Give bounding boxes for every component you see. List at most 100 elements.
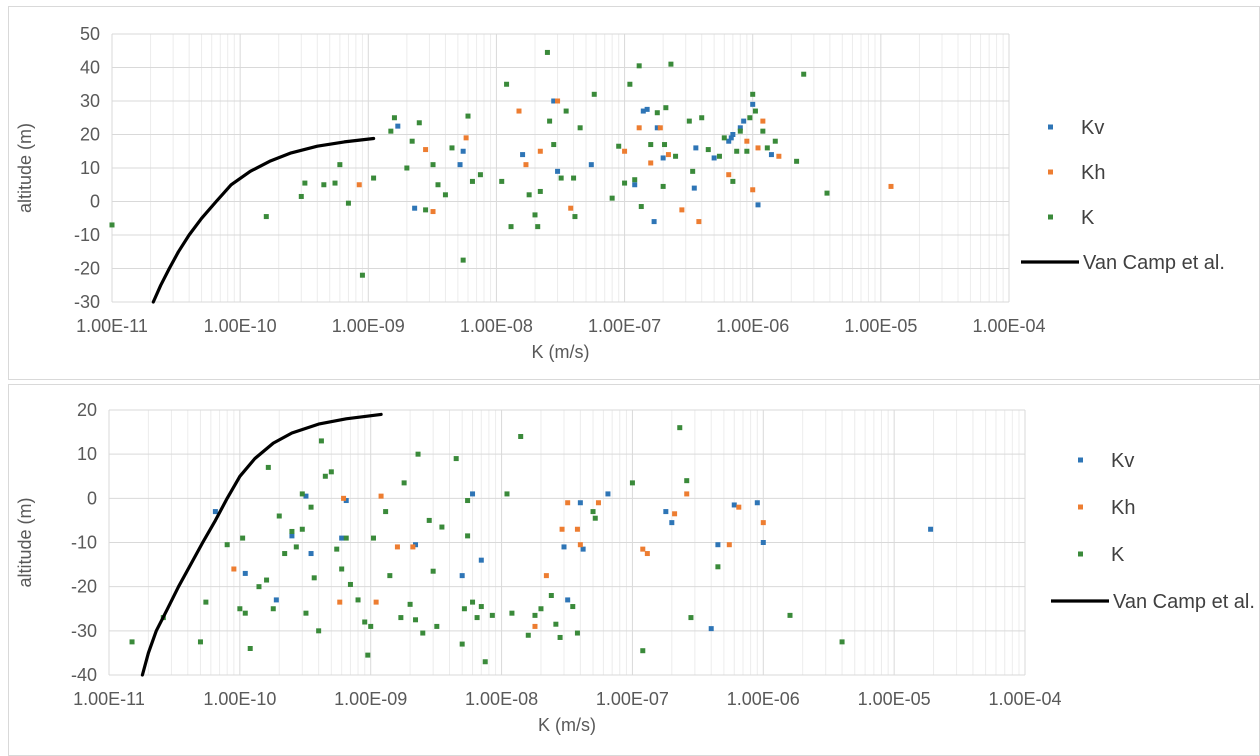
data-point-k xyxy=(423,207,429,213)
data-point-k xyxy=(629,480,635,486)
data-point-k xyxy=(318,438,324,444)
data-point-k xyxy=(355,597,361,603)
data-point-k xyxy=(744,148,750,154)
data-point-k xyxy=(577,125,583,131)
data-point-k xyxy=(760,128,766,134)
y-tick-label: -20 xyxy=(74,259,100,279)
x-tick-label: 1.00E-11 xyxy=(73,689,145,709)
data-point-kv xyxy=(754,500,760,506)
data-point-kh xyxy=(679,207,685,213)
data-point-kv xyxy=(663,509,669,515)
data-point-kv xyxy=(561,544,567,550)
data-point-kh xyxy=(595,500,601,506)
data-point-kh xyxy=(636,125,642,131)
top-chart: 50 40 30 20 10 0 -10 -20 -30 1.00E-11 1.00E-10 1.00… xyxy=(15,24,1225,362)
bottom-chart-panel: 20 10 0 -10 -20 -30 -40 1.00E-11 1.00E-10 1.00E-0… xyxy=(8,384,1260,756)
data-point-k xyxy=(339,566,345,572)
legend-label-kh: Kh xyxy=(1111,497,1135,519)
data-point-k xyxy=(558,175,564,181)
data-point-k xyxy=(465,498,471,504)
data-point-kv xyxy=(691,185,697,191)
data-point-k xyxy=(430,568,436,574)
data-point-k xyxy=(654,110,660,116)
data-point-k xyxy=(525,632,531,638)
data-point-k xyxy=(264,577,270,583)
data-point-k xyxy=(699,115,705,121)
data-point-k xyxy=(345,200,351,206)
data-point-kh xyxy=(463,135,469,141)
data-point-k xyxy=(308,504,314,510)
data-point-k xyxy=(321,182,327,188)
data-point-k xyxy=(668,61,674,67)
data-point-kv xyxy=(632,182,638,188)
data-point-kv xyxy=(565,597,571,603)
data-point-kh xyxy=(532,623,538,629)
data-point-k xyxy=(538,606,544,612)
data-point-k xyxy=(660,183,666,189)
data-point-k xyxy=(662,142,668,148)
data-point-kv xyxy=(339,535,345,541)
data-point-k xyxy=(263,214,269,220)
data-point-kh xyxy=(537,148,543,154)
data-point-k xyxy=(398,615,404,621)
data-point-kv xyxy=(640,108,646,114)
data-point-k xyxy=(439,524,445,530)
data-point-k xyxy=(409,138,415,144)
data-point-kv xyxy=(459,573,465,579)
data-point-kv xyxy=(737,125,743,131)
data-point-kv xyxy=(728,135,734,141)
y-tick-label: 10 xyxy=(77,444,97,464)
data-point-kv xyxy=(343,498,349,504)
data-point-k xyxy=(302,180,308,186)
data-point-k xyxy=(752,108,758,114)
data-point-k xyxy=(489,612,495,618)
data-point-k xyxy=(737,128,743,134)
data-point-k xyxy=(371,175,377,181)
data-point-k xyxy=(684,478,690,484)
x-tick-label: 1.00E-07 xyxy=(596,689,669,709)
y-tick-label: -30 xyxy=(71,621,97,641)
data-point-k xyxy=(224,542,230,548)
data-point-kv xyxy=(693,145,699,151)
y-axis-title: altitude (m) xyxy=(15,123,35,213)
data-point-kv xyxy=(273,597,279,603)
data-point-k xyxy=(590,509,596,515)
legend-label-van-camp: Van Camp et al. xyxy=(1083,252,1225,274)
data-point-kh xyxy=(565,500,571,506)
top-chart-panel: 50 40 30 20 10 0 -10 -20 -30 1.00E-11 1.00E-10 1.00… xyxy=(8,6,1260,380)
x-tick-label: 1.00E-09 xyxy=(332,316,405,336)
x-tick-label: 1.00E-08 xyxy=(465,689,538,709)
data-point-k xyxy=(557,634,563,640)
data-point-k xyxy=(747,115,753,121)
data-point-k xyxy=(316,628,322,634)
data-point-kv xyxy=(715,542,721,548)
data-point-kh xyxy=(696,219,702,225)
data-point-k xyxy=(532,212,538,218)
data-point-k xyxy=(553,621,559,627)
data-point-k xyxy=(544,49,550,55)
data-point-k xyxy=(370,535,376,541)
data-point-k xyxy=(435,182,441,188)
data-point-k xyxy=(574,630,580,636)
x-tick-label: 1.00E-04 xyxy=(972,316,1045,336)
y-tick-label: -10 xyxy=(74,225,100,245)
data-point-k xyxy=(640,648,646,654)
data-point-kv xyxy=(654,125,660,131)
data-point-k xyxy=(368,623,374,629)
y-tick-label: -40 xyxy=(71,665,97,685)
data-point-k xyxy=(430,162,436,168)
data-point-k xyxy=(276,513,282,519)
x-tick-label: 1.00E-07 xyxy=(588,316,661,336)
data-point-kv xyxy=(395,123,401,129)
data-point-kv xyxy=(669,520,675,526)
x-tick-label: 1.00E-04 xyxy=(988,689,1061,709)
data-point-k xyxy=(532,612,538,618)
data-point-kh xyxy=(760,520,766,526)
data-point-kh xyxy=(665,152,671,158)
data-point-kh xyxy=(622,148,628,154)
y-tick-label: 20 xyxy=(77,400,97,420)
data-point-k xyxy=(282,551,288,557)
data-point-k xyxy=(715,564,721,570)
data-point-k xyxy=(572,214,578,220)
data-point-k xyxy=(548,593,554,598)
